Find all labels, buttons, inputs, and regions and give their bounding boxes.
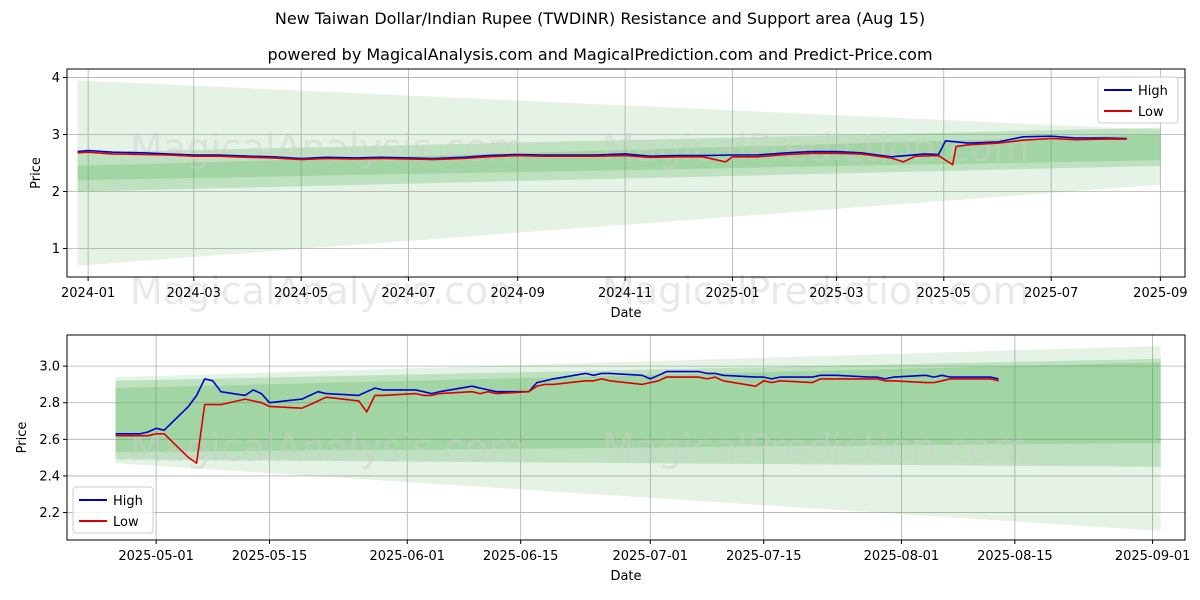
bands bbox=[115, 345, 1161, 531]
x-tick-label: 2025-08-01 bbox=[864, 549, 940, 564]
legend-label-low: Low bbox=[113, 515, 139, 530]
y-tick-label: 2.6 bbox=[39, 433, 60, 448]
x-tick-label: 2024-09 bbox=[491, 286, 545, 301]
x-axis: 2025-05-01 2025-05-15 2025-06-01 2025-06-15… bbox=[118, 540, 1190, 584]
watermark-text: MagicalAnalysis.com bbox=[130, 426, 525, 470]
x-tick-label: 2024-03 bbox=[167, 286, 221, 301]
x-tick-label: 2025-06-15 bbox=[483, 549, 559, 564]
x-tick-label: 2025-05-01 bbox=[118, 549, 194, 564]
x-tick-label: 2025-06-01 bbox=[369, 549, 445, 564]
y-tick-label: 2 bbox=[52, 185, 60, 200]
series-line-high bbox=[77, 135, 1127, 160]
upper-panel: MagicalAnalysis.com MagicalPrediction.com… bbox=[29, 68, 1188, 321]
grid bbox=[67, 335, 1185, 540]
watermark-text: MagicalAnalysis.com bbox=[130, 126, 525, 170]
series bbox=[115, 370, 999, 464]
bands bbox=[77, 80, 1161, 266]
legend-label-high: High bbox=[113, 494, 143, 509]
x-axis: 2024-01 2024-03 2024-05 2024-07 2024-09 2024-… bbox=[61, 277, 1188, 321]
y-tick-label: 2.4 bbox=[39, 469, 60, 484]
support-resistance-band bbox=[77, 80, 1161, 266]
series-line-low bbox=[115, 376, 999, 464]
x-tick-label: 2024-01 bbox=[61, 286, 115, 301]
support-resistance-band bbox=[115, 345, 1161, 531]
y-tick-label: 3.0 bbox=[39, 360, 60, 375]
legend: High Low bbox=[1097, 76, 1179, 124]
y-tick-label: 2.8 bbox=[39, 396, 60, 411]
chart-title: New Taiwan Dollar/Indian Rupee (TWDINR) … bbox=[274, 9, 926, 28]
x-tick-label: 2025-05 bbox=[917, 286, 971, 301]
support-resistance-band bbox=[115, 358, 1161, 467]
x-tick-label: 2025-05-15 bbox=[232, 549, 308, 564]
plot-frame bbox=[66, 334, 1186, 541]
x-tick-label: 2025-07 bbox=[1024, 286, 1078, 301]
x-tick-label: 2024-11 bbox=[598, 286, 652, 301]
x-axis-label: Date bbox=[610, 306, 641, 321]
y-axis: 2.2 2.4 2.6 2.8 3.0 Price bbox=[15, 360, 67, 521]
y-axis-label: Price bbox=[15, 422, 30, 454]
x-tick-label: 2025-01 bbox=[705, 286, 759, 301]
x-tick-label: 2024-07 bbox=[381, 286, 435, 301]
x-tick-label: 2025-03 bbox=[809, 286, 863, 301]
y-tick-label: 4 bbox=[52, 71, 60, 86]
y-tick-label: 3 bbox=[52, 128, 60, 143]
watermarks: MagicalAnalysis.com MagicalPrediction.com… bbox=[130, 126, 1030, 313]
series-line-low bbox=[77, 137, 1127, 166]
x-tick-label: 2024-05 bbox=[274, 286, 328, 301]
legend-label-high: High bbox=[1138, 84, 1168, 99]
x-tick-label: 2025-07-01 bbox=[613, 549, 689, 564]
y-tick-label: 1 bbox=[52, 242, 60, 257]
chart-subtitle: powered by MagicalAnalysis.com and Magic… bbox=[267, 45, 933, 64]
x-tick-label: 2025-09 bbox=[1133, 286, 1187, 301]
plot-frame bbox=[66, 68, 1186, 278]
x-axis-label: Date bbox=[610, 569, 641, 584]
lower-panel: MagicalAnalysis.com MagicalPrediction.com… bbox=[15, 334, 1190, 584]
support-resistance-band bbox=[115, 362, 1161, 453]
series bbox=[77, 135, 1127, 166]
legend-label-low: Low bbox=[1138, 105, 1164, 120]
y-axis: 1 2 3 4 Price bbox=[29, 71, 67, 257]
x-tick-label: 2025-07-15 bbox=[726, 549, 802, 564]
watermark-text: MagicalPrediction.com bbox=[602, 126, 1030, 170]
series-line-high bbox=[115, 370, 999, 435]
watermark-text: MagicalAnalysis.com bbox=[130, 269, 525, 313]
legend: High Low bbox=[72, 486, 154, 534]
watermark-text: MagicalPrediction.com bbox=[602, 269, 1030, 313]
x-tick-label: 2025-08-15 bbox=[977, 549, 1053, 564]
x-tick-label: 2025-09-01 bbox=[1115, 549, 1191, 564]
watermark-text: MagicalPrediction.com bbox=[602, 426, 1030, 470]
support-resistance-band bbox=[77, 134, 1161, 181]
support-resistance-band bbox=[77, 127, 1161, 192]
y-tick-label: 2.2 bbox=[39, 506, 60, 521]
watermarks: MagicalAnalysis.com MagicalPrediction.com bbox=[130, 426, 1030, 470]
y-axis-label: Price bbox=[29, 157, 44, 189]
